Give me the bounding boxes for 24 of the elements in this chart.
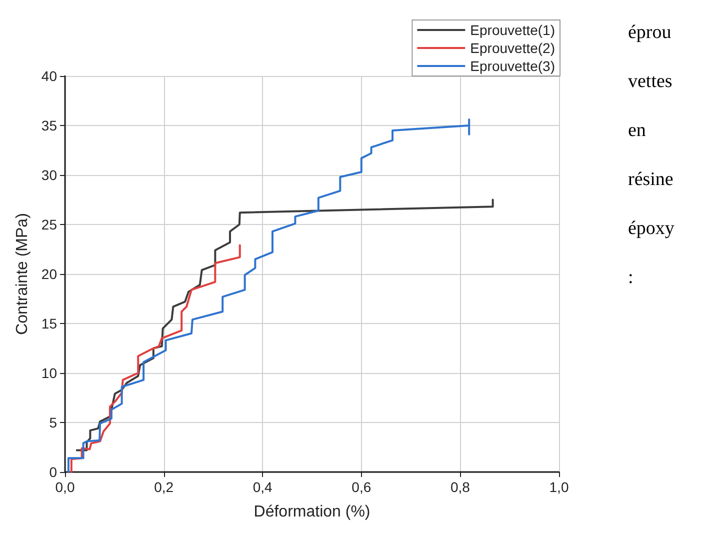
text: éprou vettes en résine époxy : (628, 22, 674, 288)
x-tick-label: 0,6 (352, 479, 372, 495)
line-series (67, 118, 470, 473)
y-tick-label: 25 (41, 216, 58, 232)
y-tick-label: 35 (41, 118, 58, 134)
x-axis-title: Déformation (%) (254, 504, 370, 520)
legend-label: Eprouvette(2) (470, 40, 556, 56)
y-tick-label: 15 (41, 316, 58, 332)
line-series (70, 244, 241, 473)
y-tick-label: 20 (41, 266, 58, 282)
x-tick-label: 0,2 (154, 479, 174, 495)
y-tick-label: 5 (49, 414, 58, 430)
y-tick-label: 10 (41, 365, 58, 381)
x-tick-label: 0,8 (450, 479, 470, 495)
y-tick-label: 30 (41, 167, 58, 183)
x-tick-label: 1,0 (549, 479, 569, 495)
y-tick-label: 40 (41, 68, 58, 84)
y-tick-label: 0 (49, 464, 58, 480)
legend-label: Eprouvette(1) (470, 22, 556, 38)
x-tick-label: 0,4 (252, 479, 273, 495)
legend-label: Eprouvette(3) (470, 58, 556, 74)
line-series (76, 198, 494, 452)
x-tick-label: 0,0 (55, 479, 75, 495)
y-axis-title: Contrainte (MPa) (14, 213, 32, 335)
